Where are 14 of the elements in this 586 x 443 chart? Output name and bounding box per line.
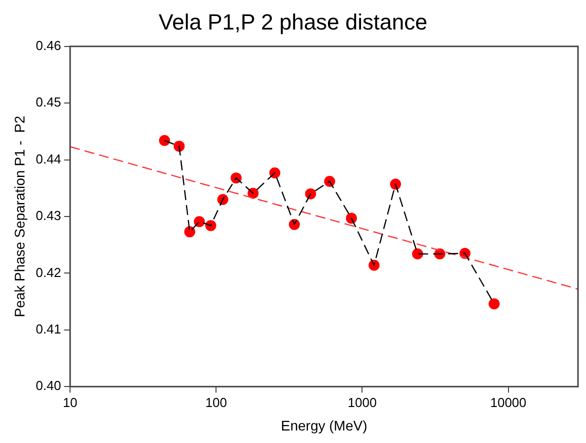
y-axis-title: Peak Phase Separation P1 - P2 [11, 116, 28, 318]
y-tick-label: 0.43 [36, 208, 62, 224]
y-tick-label: 0.41 [36, 321, 62, 336]
y-tick-label: 0.44 [36, 151, 62, 166]
y-tick-label: 0.42 [36, 264, 62, 280]
y-tick-label: 0.45 [36, 94, 62, 110]
x-tick-label: 10000 [490, 394, 526, 410]
y-tick-label: 0.46 [36, 38, 62, 53]
x-tick-label: 1000 [348, 394, 377, 410]
chart-title: Vela P1,P 2 phase distance [158, 9, 428, 34]
x-tick-label: 100 [205, 394, 228, 410]
x-tick-label: 10 [62, 394, 78, 410]
y-tick-label: 0.40 [36, 378, 62, 394]
x-axis-title: Energy (MeV) [280, 417, 368, 434]
